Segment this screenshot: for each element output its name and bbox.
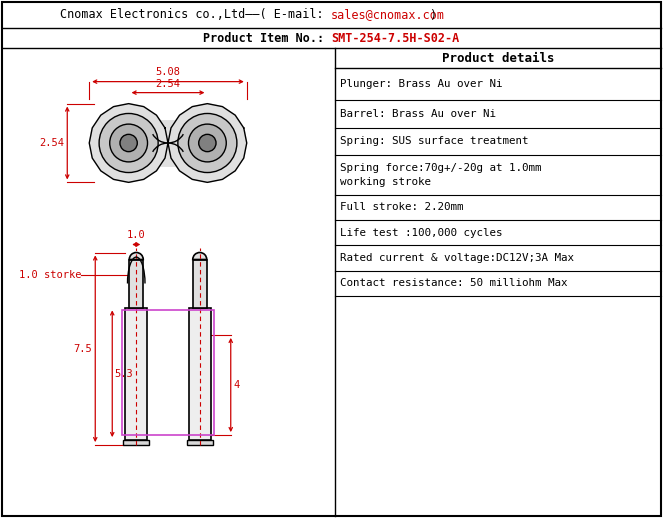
Text: Life test :100,000 cycles: Life test :100,000 cycles (340, 227, 503, 237)
Text: Rated current & voltage:DC12V;3A Max: Rated current & voltage:DC12V;3A Max (340, 253, 574, 263)
Text: Product Item No.:: Product Item No.: (203, 32, 331, 45)
Text: 5.3: 5.3 (114, 369, 133, 379)
Polygon shape (168, 104, 247, 182)
Text: Contact resistance: 50 milliohm Max: Contact resistance: 50 milliohm Max (340, 279, 568, 289)
Text: Plunger: Brass Au over Ni: Plunger: Brass Au over Ni (340, 79, 503, 89)
Text: Spring: SUS surface treatment: Spring: SUS surface treatment (340, 137, 528, 147)
Wedge shape (193, 252, 207, 260)
Bar (125, 308, 147, 440)
Bar (193, 260, 207, 308)
Circle shape (110, 124, 148, 162)
Text: sales@cnomax.com: sales@cnomax.com (331, 8, 445, 22)
Bar (122, 309, 213, 435)
Circle shape (99, 113, 158, 172)
Text: 5.08: 5.08 (156, 67, 180, 77)
Polygon shape (129, 121, 208, 165)
Text: Product details: Product details (442, 51, 554, 65)
Bar (187, 440, 213, 445)
Text: ): ) (428, 8, 436, 22)
Text: Cnomax Electronics co.,Ltd——( E-mail:: Cnomax Electronics co.,Ltd——( E-mail: (60, 8, 331, 22)
Text: 4: 4 (234, 380, 240, 390)
Bar (189, 308, 211, 440)
Circle shape (178, 113, 237, 172)
Text: 7.5: 7.5 (74, 344, 92, 354)
Wedge shape (129, 252, 143, 260)
Bar (123, 440, 149, 445)
Text: 1.0 storke: 1.0 storke (19, 269, 82, 280)
Text: 2.54: 2.54 (156, 79, 180, 89)
Text: Spring force:70g+/-20g at 1.0mm
working stroke: Spring force:70g+/-20g at 1.0mm working … (340, 163, 542, 186)
Circle shape (120, 134, 137, 152)
Circle shape (199, 134, 216, 152)
Polygon shape (90, 104, 168, 182)
Text: Full stroke: 2.20mm: Full stroke: 2.20mm (340, 203, 463, 212)
Text: 2.54: 2.54 (39, 138, 64, 148)
Text: SMT-254-7.5H-S02-A: SMT-254-7.5H-S02-A (331, 32, 459, 45)
Text: Barrel: Brass Au over Ni: Barrel: Brass Au over Ni (340, 109, 496, 119)
Bar (129, 260, 143, 308)
Text: 1.0: 1.0 (127, 231, 146, 240)
Circle shape (188, 124, 226, 162)
